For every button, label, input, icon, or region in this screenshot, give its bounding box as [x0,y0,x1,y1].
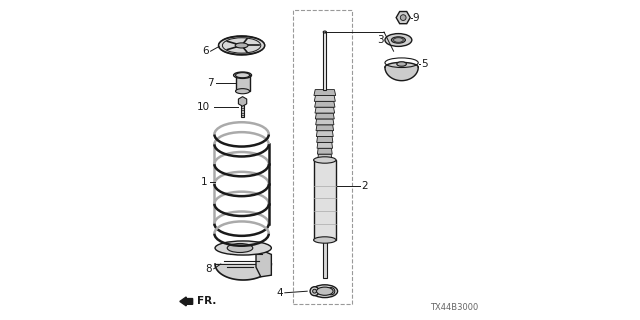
Polygon shape [317,137,333,142]
Circle shape [312,289,317,293]
Text: 5: 5 [421,59,428,69]
Bar [323,32,326,90]
Ellipse shape [391,37,406,43]
Ellipse shape [236,43,248,48]
Bar [323,240,327,278]
Ellipse shape [385,34,412,46]
Polygon shape [315,101,335,107]
FancyArrow shape [180,297,193,306]
Ellipse shape [312,285,338,298]
Text: 10: 10 [196,102,210,112]
Polygon shape [317,154,332,160]
Polygon shape [316,119,334,125]
Ellipse shape [236,89,250,94]
Bar [236,75,250,91]
Ellipse shape [323,31,326,33]
Text: 2: 2 [362,180,368,191]
Polygon shape [317,142,333,148]
Text: 8: 8 [205,264,212,274]
Bar [241,102,244,117]
Text: 3: 3 [377,35,383,45]
Text: 6: 6 [202,46,209,56]
Ellipse shape [317,287,333,295]
Bar [292,10,352,304]
Polygon shape [385,62,419,81]
Ellipse shape [397,62,406,66]
Ellipse shape [219,36,265,55]
Circle shape [328,288,335,295]
Text: 1: 1 [201,177,207,188]
Ellipse shape [394,38,403,42]
Ellipse shape [236,73,250,78]
Polygon shape [314,95,335,101]
Polygon shape [314,90,336,95]
Polygon shape [256,248,271,277]
Text: TX44B3000: TX44B3000 [430,303,479,312]
Text: 7: 7 [207,78,214,88]
Circle shape [310,287,319,296]
Polygon shape [215,264,271,280]
Ellipse shape [314,157,336,163]
Polygon shape [317,148,332,154]
Polygon shape [316,113,334,119]
Ellipse shape [219,36,265,54]
Text: 9: 9 [413,12,419,23]
Polygon shape [315,107,335,113]
Polygon shape [224,48,259,54]
Polygon shape [316,131,333,137]
Ellipse shape [314,237,336,243]
Bar [314,160,336,240]
Text: 4: 4 [276,288,283,298]
Ellipse shape [215,241,271,255]
Polygon shape [316,125,333,131]
Circle shape [401,15,406,20]
Ellipse shape [227,244,253,252]
Text: FR.: FR. [197,296,217,307]
